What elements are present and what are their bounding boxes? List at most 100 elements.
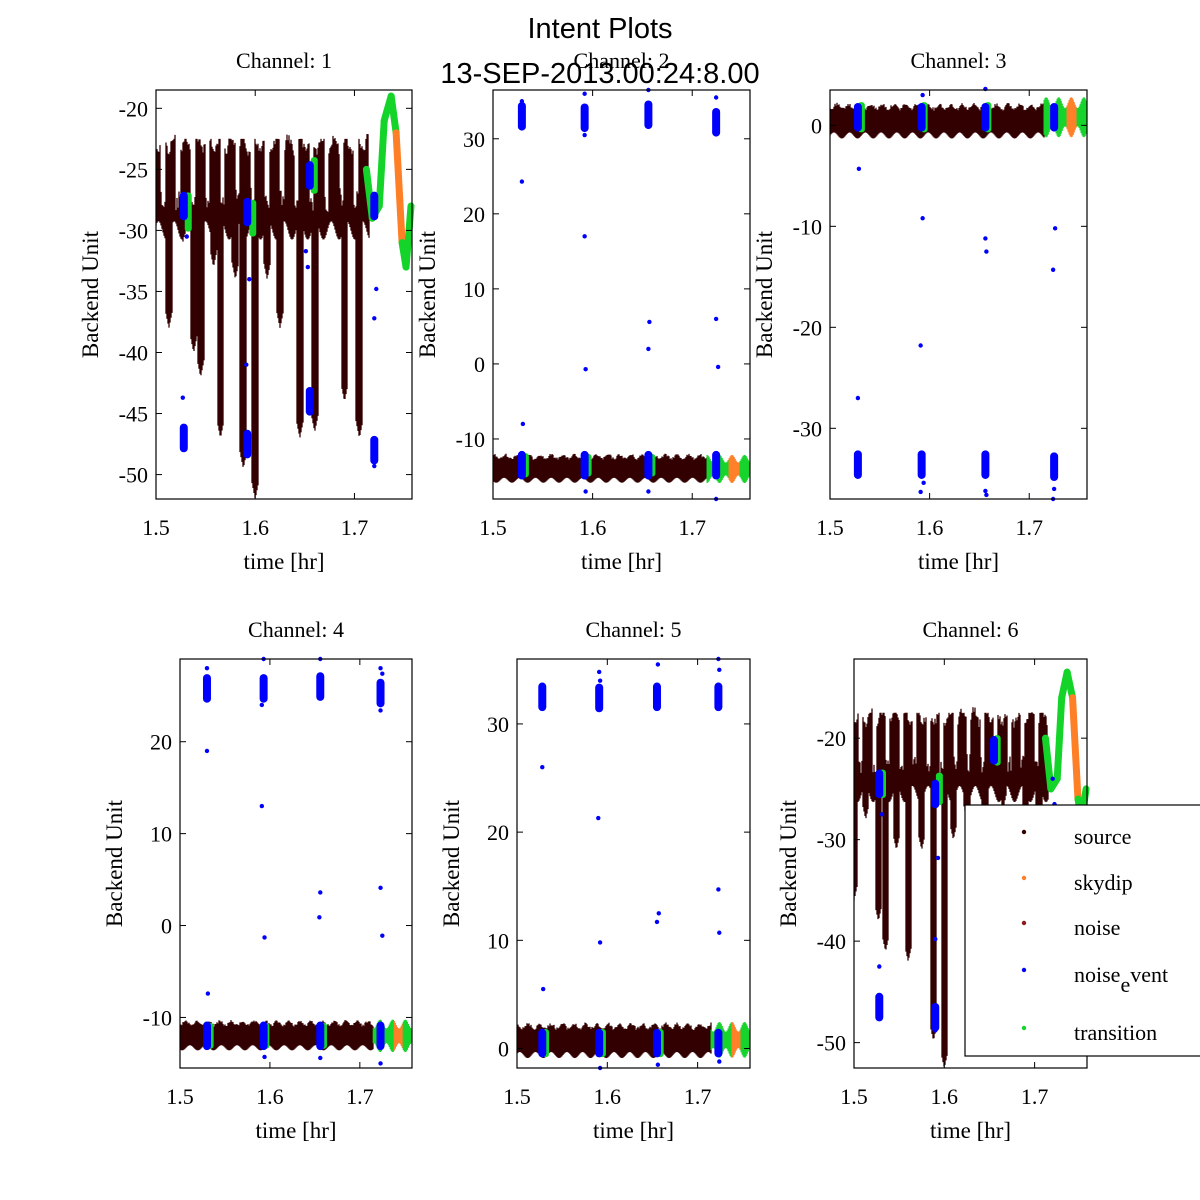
legend-entry-source: source — [1021, 824, 1131, 849]
noise-event-point — [540, 986, 546, 992]
noise-event-cluster — [517, 450, 526, 480]
noise-event-point — [713, 316, 719, 322]
noise-event-point — [380, 933, 385, 938]
plot-area — [180, 656, 412, 1066]
y-tick-label: -30 — [119, 218, 148, 243]
y-tick-label: -25 — [119, 157, 148, 182]
noise-event-point — [1051, 486, 1057, 492]
x-axis-label: time [hr] — [930, 1118, 1011, 1143]
noise-event-point — [378, 708, 383, 713]
noise-event-point — [372, 316, 377, 321]
x-axis-label: time [hr] — [581, 549, 662, 574]
legend-marker-icon — [1021, 1025, 1027, 1031]
legend-box — [964, 804, 1200, 1057]
subplot-channel-3: 1.5 1.6 1.7 -30 -20 -10 0 Channel: 3 time [hr] Ba… — [752, 48, 1088, 574]
noise-event-point — [933, 936, 938, 942]
noise-event-cluster — [931, 779, 940, 809]
x-tick-label: 1.7 — [341, 515, 369, 540]
subplot-title: Channel: 1 — [236, 48, 332, 73]
y-tick-label: -20 — [119, 96, 148, 121]
noise-event-point — [646, 346, 651, 352]
noise-event-point — [596, 815, 601, 821]
noise-event-cluster — [376, 678, 385, 708]
x-tick-label: 1.6 — [916, 515, 944, 540]
legend-marker-icon — [1021, 920, 1027, 926]
noise-event-cluster — [652, 1028, 661, 1058]
y-axis-label: Backend Unit — [776, 799, 801, 927]
noise-event-point — [378, 665, 383, 671]
subplot-channel-1: 1.5 1.6 1.7 -50 -45 -40 -35 -30 -25 -20 Channel: 1… — [78, 48, 415, 574]
noise-event-point — [380, 671, 385, 676]
noise-event-cluster — [305, 161, 314, 190]
legend-marker-icon — [1021, 875, 1027, 881]
x-tick-label: 1.6 — [931, 1084, 959, 1109]
legend-marker-icon — [1021, 829, 1027, 835]
noise-event-cluster — [370, 191, 379, 221]
axes-frame — [516, 658, 751, 1069]
noise-event-point — [184, 234, 189, 239]
subplot-channel-5: 1.5 1.6 1.7 0 10 20 30 Channel: 5 time [hr] Backe… — [439, 617, 751, 1143]
legend-label: transition — [1074, 1020, 1157, 1045]
noise-event-cluster — [179, 191, 188, 221]
noise-event-cluster — [179, 423, 188, 453]
y-tick-label: -30 — [817, 828, 846, 853]
x-tick-label: 1.7 — [346, 1084, 374, 1109]
noise-event-cluster — [875, 992, 884, 1022]
noise-event-point — [984, 249, 989, 254]
noise-event-point — [259, 803, 265, 809]
x-axis-label: time [hr] — [593, 1118, 674, 1143]
noise-event-point — [582, 132, 587, 138]
series-noise-event — [179, 161, 379, 469]
series-noise-event — [875, 735, 1057, 1033]
noise-event-cluster — [714, 1028, 723, 1058]
noise-event-cluster — [714, 682, 723, 712]
figure-subtitle: 13-SEP-2013.00:24:8.00 — [440, 58, 759, 90]
noise-event-point — [180, 395, 185, 400]
noise-event-point — [655, 662, 661, 667]
legend-entry-skydip: skydip — [1021, 870, 1133, 895]
x-tick-label: 1.5 — [479, 515, 507, 540]
noise-event-point — [519, 99, 525, 104]
noise-event-point — [259, 702, 265, 708]
noise-event-cluster — [243, 429, 252, 459]
y-tick-label: -40 — [817, 929, 846, 954]
y-tick-label: -45 — [119, 402, 148, 427]
x-axis-label: time [hr] — [255, 1118, 336, 1143]
noise-event-point — [656, 911, 661, 916]
noise-event-cluster — [595, 683, 604, 713]
noise-event-point — [583, 366, 588, 372]
series-source — [156, 134, 370, 498]
noise-event-cluster — [917, 450, 926, 479]
noise-event-point — [717, 930, 722, 935]
series-noise-event — [853, 86, 1059, 502]
skydip-segment — [1069, 694, 1082, 803]
transition-segment — [387, 92, 400, 137]
y-tick-label: -30 — [793, 416, 822, 441]
noise-event-cluster — [316, 672, 325, 701]
series-skydip-transition — [1041, 668, 1090, 823]
y-tick-label: -10 — [143, 1005, 172, 1030]
y-axis-label: Backend Unit — [752, 230, 777, 358]
y-tick-label: -20 — [793, 315, 822, 340]
y-tick-label: -10 — [456, 427, 485, 452]
y-axis-label: Backend Unit — [415, 230, 440, 358]
noise-event-point — [305, 264, 311, 270]
transition-segment — [375, 117, 388, 210]
series-source — [830, 102, 1045, 139]
noise-event-cluster — [538, 1028, 547, 1058]
x-tick-label: 1.6 — [241, 515, 269, 540]
noise-event-cluster — [712, 107, 721, 137]
noise-event-point — [378, 885, 383, 891]
noise-event-point — [918, 489, 923, 495]
noise-event-point — [1052, 226, 1058, 231]
noise-event-cluster — [853, 450, 862, 479]
noise-event-cluster — [981, 102, 990, 132]
noise-event-point — [317, 915, 322, 920]
legend-label: skydip — [1074, 870, 1133, 895]
axes-frame — [829, 89, 1088, 500]
x-tick-label: 1.5 — [840, 1084, 868, 1109]
noise-event-point — [984, 492, 989, 498]
y-tick-label: -10 — [793, 214, 822, 239]
noise-event-cluster — [517, 101, 526, 131]
noise-event-cluster — [1050, 102, 1059, 132]
